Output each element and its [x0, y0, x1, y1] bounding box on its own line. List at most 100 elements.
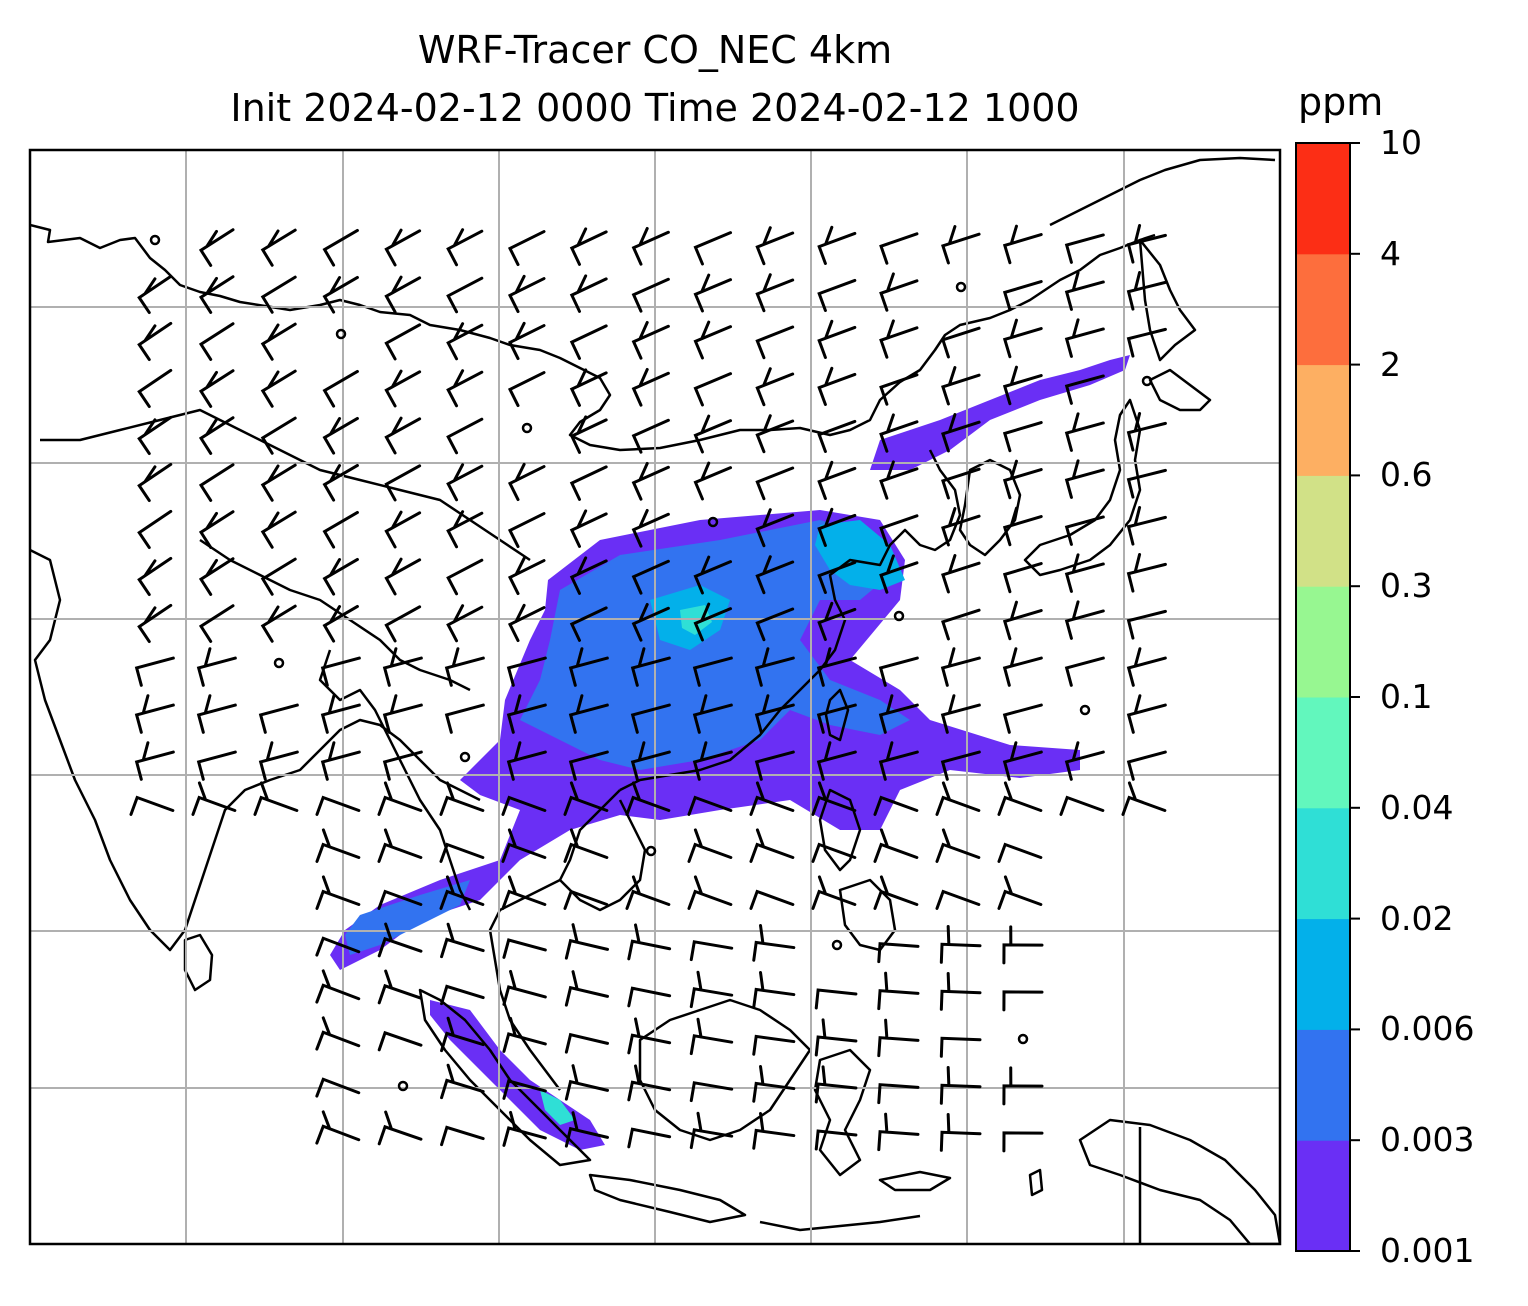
new-guinea [1078, 1118, 1280, 1244]
colorbar-swatch [1296, 253, 1350, 366]
wind-barb [877, 942, 920, 964]
wind-barb [563, 781, 609, 816]
wind-barb [377, 1030, 423, 1052]
wind-barb [384, 464, 422, 502]
wind-barb [384, 605, 422, 643]
china-east-coast [619, 449, 962, 792]
wind-barb [754, 750, 795, 781]
wind-barb [315, 1110, 361, 1145]
wind-barb [440, 922, 485, 959]
wind-barb [137, 462, 173, 503]
wind-barb [320, 741, 361, 781]
wind-barb [935, 889, 981, 910]
wind-barb [941, 608, 981, 641]
wind-barb [752, 1034, 796, 1056]
wind-barb [1002, 647, 1043, 687]
wind-barb [693, 231, 733, 266]
wind-barb [1126, 468, 1167, 499]
wind-barb [137, 415, 173, 456]
wind-barb [817, 601, 857, 641]
wind-barb [755, 325, 795, 360]
wind-barb [879, 413, 919, 453]
wind-barb [444, 703, 485, 734]
wind-barb [568, 750, 609, 781]
wind-barb [941, 413, 981, 453]
wind-barb [1002, 1131, 1044, 1153]
map-frame [28, 148, 1282, 1246]
wind-barb [507, 321, 546, 361]
wind-barb [137, 556, 173, 597]
map-title-line1: WRF-Tracer CO_NEC 4km [417, 28, 893, 72]
wind-barb [384, 275, 422, 314]
wind-barb [377, 1110, 423, 1146]
wind-barb [631, 602, 670, 642]
wind-barb [1064, 374, 1105, 405]
wind-barb [137, 274, 173, 315]
wind-barb [689, 940, 734, 962]
sumatra [418, 988, 592, 1167]
wind-barb [198, 275, 235, 314]
japan-hokkaido [1148, 368, 1212, 412]
wind-barb [198, 369, 235, 408]
calm-wind-marker [459, 751, 471, 763]
wind-barb [939, 1066, 982, 1105]
wind-barb [877, 1083, 920, 1105]
plume-level-0.003 [520, 520, 910, 770]
wind-barb [1126, 552, 1167, 593]
calm-wind-marker [273, 657, 285, 669]
wind-barb [811, 875, 857, 910]
wind-barb [198, 416, 235, 455]
wind-barb [198, 557, 235, 596]
wind-barb [564, 1064, 609, 1101]
wind-barb [258, 703, 299, 734]
wind-barb [1002, 990, 1044, 1012]
wind-barb [377, 969, 423, 1005]
wind-barb [1126, 270, 1167, 311]
wind-barb [755, 273, 795, 313]
philippines-luzon [818, 788, 862, 872]
wind-barb [260, 416, 297, 455]
wind-barb [569, 227, 608, 266]
wind-barb [384, 510, 422, 549]
wind-barb [315, 828, 361, 863]
wind-barb [941, 507, 981, 547]
wind-barb [322, 416, 359, 455]
colorbar-swatch [1296, 1140, 1350, 1252]
colorbar-tick-label: 4 [1380, 233, 1401, 273]
wind-barb [315, 1077, 361, 1098]
wind-barb [1002, 280, 1043, 312]
wind-barb [935, 781, 981, 816]
wind-barb [134, 694, 175, 734]
wind-barb [198, 322, 235, 361]
wind-barb [627, 1017, 672, 1055]
wind-barb [382, 647, 423, 687]
wind-barb [134, 656, 175, 687]
wind-barb [749, 889, 795, 910]
wind-barb [693, 602, 733, 642]
wind-barb [315, 795, 361, 816]
wind-barb [817, 366, 857, 406]
wind-barb [1126, 505, 1167, 546]
wind-barb [384, 369, 422, 408]
wind-barb [693, 461, 733, 501]
wind-barb [689, 970, 734, 1009]
wind-barb [1064, 656, 1105, 687]
wind-barb [1064, 515, 1105, 546]
wind-barb [631, 226, 670, 266]
wind-barb [625, 781, 671, 816]
wind-barb [941, 366, 981, 406]
wind-barb [939, 925, 982, 964]
wind-barb [502, 969, 547, 1006]
wind-barb [755, 466, 795, 501]
wind-barb [564, 970, 609, 1007]
wind-barb [816, 703, 857, 734]
wind-barb [322, 510, 359, 549]
wind-barb [322, 557, 359, 596]
wind-barb [563, 889, 609, 910]
wind-barb [693, 273, 733, 313]
wind-barb [817, 278, 857, 312]
wind-barb [631, 461, 670, 501]
wind-barb [878, 741, 919, 781]
wind-barb [377, 828, 423, 863]
wind-barb [627, 986, 672, 1008]
